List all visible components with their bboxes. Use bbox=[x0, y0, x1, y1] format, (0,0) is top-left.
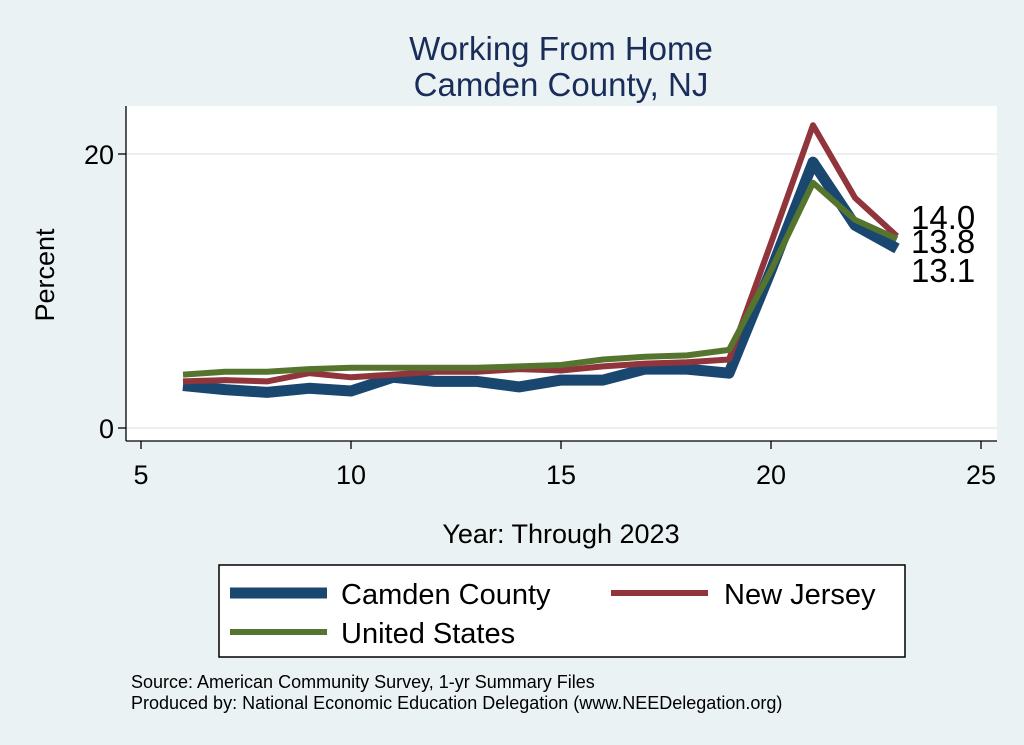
x-tick-label-15: 15 bbox=[546, 460, 576, 490]
x-tick-label-10: 10 bbox=[336, 460, 366, 490]
source-note: Source: American Community Survey, 1-yr … bbox=[131, 672, 595, 692]
produced-by-note: Produced by: National Economic Education… bbox=[131, 693, 782, 713]
series-line-new-jersey bbox=[182, 122, 900, 385]
end-label-camden-county: 13.1 bbox=[911, 252, 975, 289]
legend: Camden County New Jersey United States bbox=[218, 564, 906, 658]
x-axis-title: Year: Through 2023 bbox=[442, 519, 679, 549]
legend-label-camden-county: Camden County bbox=[341, 579, 551, 611]
end-label-new-jersey: 14.0 bbox=[911, 199, 975, 236]
legend-label-united-states: United States bbox=[341, 618, 515, 650]
end-labels: 13.1 14.013.8 bbox=[911, 199, 975, 289]
gridlines bbox=[126, 153, 997, 429]
x-tick-label-20: 20 bbox=[756, 460, 786, 490]
legend-label-new-jersey: New Jersey bbox=[724, 579, 876, 611]
chart-title-line-2: Camden County, NJ bbox=[414, 66, 709, 103]
chart-title-line-1: Working From Home bbox=[409, 30, 713, 67]
end-label-united-states: 13.8 bbox=[911, 223, 975, 260]
y-axis-title: Percent bbox=[30, 228, 60, 322]
series-lines bbox=[182, 122, 900, 398]
series-line-united-states bbox=[182, 179, 899, 378]
x-tick-label-25: 25 bbox=[966, 460, 996, 490]
y-tick-label-0: 0 bbox=[99, 414, 114, 444]
x-tick-label-5: 5 bbox=[133, 460, 148, 490]
legend-box bbox=[218, 564, 906, 658]
x-axis: 5 10 15 20 25 bbox=[126, 440, 997, 490]
y-tick-label-20: 20 bbox=[84, 140, 114, 170]
y-axis: 0 20 bbox=[84, 106, 127, 444]
